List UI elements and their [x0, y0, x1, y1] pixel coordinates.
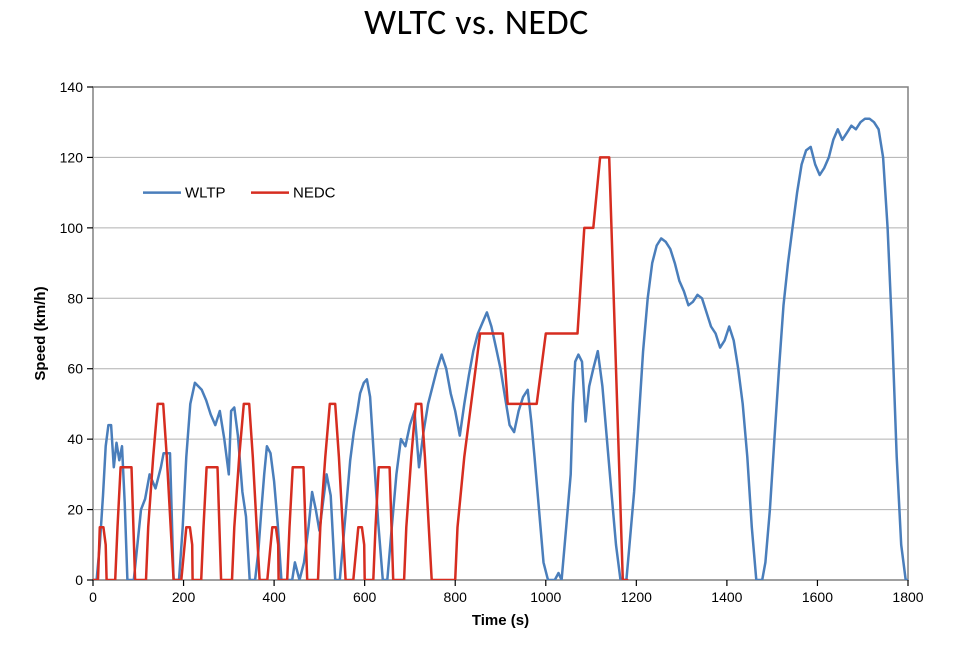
xtick-label: 1200 [621, 589, 652, 605]
ytick-label: 140 [60, 79, 84, 95]
ytick-label: 100 [60, 220, 84, 236]
xtick-label: 1800 [892, 589, 923, 605]
chart-title: WLTC vs. NEDC [0, 0, 953, 44]
legend-label-nedc: NEDC [293, 185, 336, 202]
y-axis-label: Speed (km/h) [32, 286, 49, 380]
ytick-label: 40 [67, 431, 83, 447]
ytick-label: 0 [75, 572, 83, 588]
ytick-label: 120 [60, 149, 84, 165]
xtick-label: 200 [172, 589, 196, 605]
legend-label-wltp: WLTP [185, 185, 226, 202]
chart-container: WLTC vs. NEDC 02040608010012014002004006… [0, 0, 953, 656]
xtick-label: 1400 [711, 589, 742, 605]
x-axis-label: Time (s) [472, 612, 529, 629]
xtick-label: 400 [262, 589, 286, 605]
xtick-label: 800 [444, 589, 468, 605]
xtick-label: 0 [89, 589, 97, 605]
ytick-label: 80 [67, 290, 83, 306]
xtick-label: 1000 [530, 589, 561, 605]
xtick-label: 1600 [802, 589, 833, 605]
ytick-label: 60 [67, 361, 83, 377]
chart-svg: 0204060801001201400200400600800100012001… [30, 75, 930, 635]
xtick-label: 600 [353, 589, 377, 605]
ytick-label: 20 [67, 502, 83, 518]
